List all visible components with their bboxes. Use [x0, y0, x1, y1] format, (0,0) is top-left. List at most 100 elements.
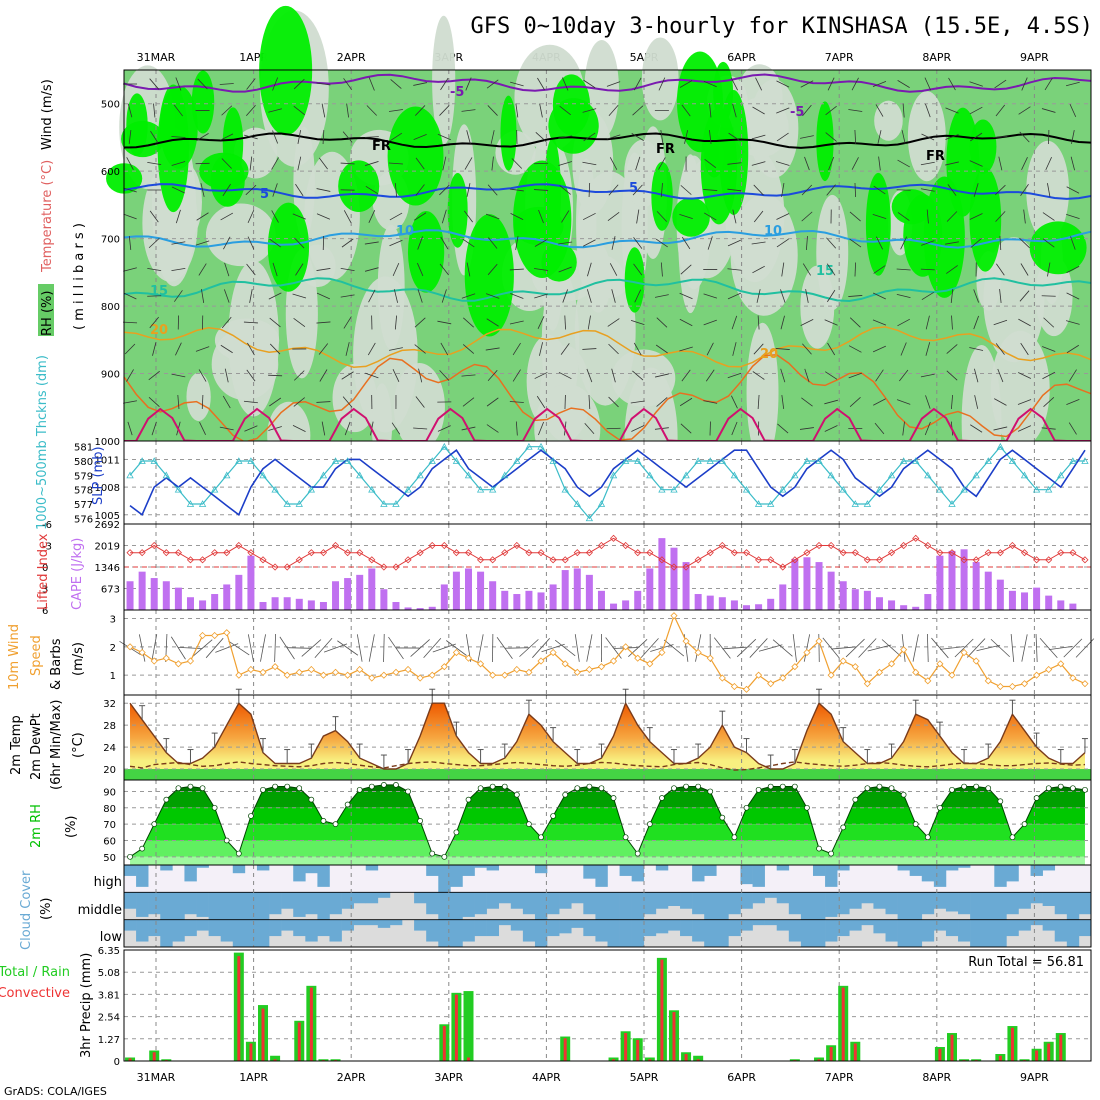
wind-barb	[538, 209, 544, 224]
rh2m-point	[187, 783, 194, 790]
cape-bar	[743, 605, 751, 610]
precip-convective-bar	[684, 1054, 688, 1061]
date-label-top: 8APR	[922, 51, 951, 64]
li-point	[791, 556, 799, 564]
thickness-point	[561, 485, 569, 493]
cape-bar	[501, 590, 509, 610]
rh2m-point	[562, 791, 569, 798]
surface-wind-barb	[628, 638, 648, 658]
wind-barb	[801, 184, 813, 196]
cloud-panel-frame	[123, 864, 1092, 948]
rh-legend-swatch	[38, 284, 54, 336]
wind-barb	[995, 184, 1006, 196]
wind-barb	[1047, 183, 1051, 197]
wind-barb	[463, 317, 474, 328]
cloud-bar-middle	[1066, 892, 1080, 920]
li-point	[682, 563, 690, 571]
wind-barb	[171, 267, 186, 272]
surface-wind-barb	[279, 636, 295, 660]
cloud-bar-high	[124, 865, 137, 876]
rh2m-point	[997, 798, 1004, 805]
li-point	[972, 556, 980, 564]
cloud-bar-middle	[196, 892, 209, 917]
wind-tick-label: 2	[110, 643, 116, 654]
rh2m-point	[924, 834, 931, 841]
wind-barb	[945, 241, 959, 245]
li-tick-label: -6	[42, 520, 52, 531]
cloud-bar-middle	[825, 892, 838, 917]
slp-tick-label: 1011	[95, 455, 120, 466]
wind-barb	[631, 133, 644, 141]
cloud-bar-middle	[353, 892, 367, 904]
wind-barb	[490, 130, 495, 144]
cape-bar	[900, 605, 908, 610]
cloud-bar-low	[160, 919, 173, 947]
wind-barb	[316, 268, 331, 271]
cloud-bar-middle	[692, 892, 705, 915]
wind-barb	[825, 371, 838, 380]
cape-bar	[803, 557, 811, 610]
cape-bar	[223, 584, 231, 610]
cape-bar	[791, 558, 799, 610]
li-point	[706, 549, 714, 557]
wind-barb	[539, 342, 544, 356]
wind-speed-point	[295, 668, 303, 676]
contour-label: FR	[926, 149, 945, 164]
cloud-bar-middle	[776, 892, 790, 904]
wind-barb	[388, 109, 403, 112]
wind-barb	[707, 236, 713, 250]
wind-speed-point	[392, 668, 400, 676]
surface-wind-barb	[410, 639, 430, 657]
wind-barb	[996, 263, 1005, 276]
li-point	[622, 541, 630, 550]
slp-ylabel-right: SLP (mb)	[91, 446, 106, 505]
li-point	[900, 541, 908, 550]
rh-moist-region	[267, 202, 310, 292]
surface-wind-barb	[151, 634, 158, 662]
wind10-panel-frame	[123, 609, 1092, 696]
rh2m-point	[598, 785, 605, 792]
surface-wind-barb	[178, 646, 203, 650]
wind-barb	[316, 401, 331, 403]
wind-barb	[271, 157, 279, 170]
cloud-bar-high	[462, 865, 475, 876]
cloud-bar-low	[486, 919, 500, 937]
wind-barb	[534, 189, 549, 191]
wind-barb	[485, 293, 500, 299]
wind-barb	[606, 427, 621, 430]
cloud-bar-high	[897, 865, 910, 871]
rh2m-point	[332, 821, 339, 827]
surface-wind-barb	[931, 637, 949, 659]
cape-bar	[948, 550, 956, 610]
wind-barb	[802, 104, 812, 117]
slp-line	[129, 449, 1086, 517]
wind-barb	[925, 395, 931, 409]
wind-barb	[462, 397, 475, 407]
cape-bar	[126, 581, 134, 610]
rh2m-point	[272, 783, 278, 790]
wind-barb	[804, 368, 810, 383]
wind-barb	[171, 241, 186, 245]
wind-barb	[703, 189, 718, 191]
wind-barb	[632, 184, 643, 196]
rh2m-point	[719, 814, 726, 821]
wind-barb	[826, 263, 836, 276]
wind-barb	[946, 211, 958, 222]
wind-barb	[611, 289, 616, 303]
rh2m-tick-label: 60	[103, 836, 116, 847]
wind-barb	[394, 315, 397, 330]
wind-barb	[321, 103, 326, 118]
precip-convective-bar	[249, 1043, 253, 1061]
date-label-bottom: 7APR	[825, 1071, 854, 1084]
cloud-bar-low	[825, 919, 838, 942]
rh-moist-region	[946, 107, 980, 217]
rh-band	[130, 807, 1085, 825]
cloud-bar-high	[450, 865, 463, 887]
rh2m-point	[852, 796, 859, 803]
wind-barb	[1066, 292, 1080, 300]
wind-barb	[1043, 317, 1055, 328]
wind-barb	[486, 79, 499, 89]
wind-barb	[243, 400, 258, 404]
wind-barb	[945, 107, 959, 114]
wind-barb	[802, 263, 811, 276]
